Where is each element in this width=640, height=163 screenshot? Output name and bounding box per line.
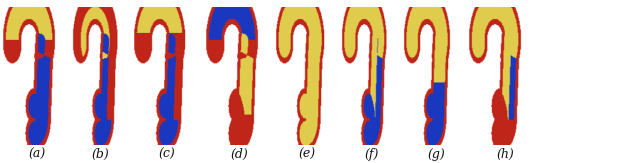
Text: (a): (a) xyxy=(29,148,45,161)
Text: (d): (d) xyxy=(230,148,248,161)
Text: (f): (f) xyxy=(365,148,379,161)
Text: (h): (h) xyxy=(497,148,515,161)
Text: (e): (e) xyxy=(299,148,316,161)
Text: (g): (g) xyxy=(428,148,445,161)
Text: (b): (b) xyxy=(92,148,109,161)
Text: (c): (c) xyxy=(159,148,175,161)
